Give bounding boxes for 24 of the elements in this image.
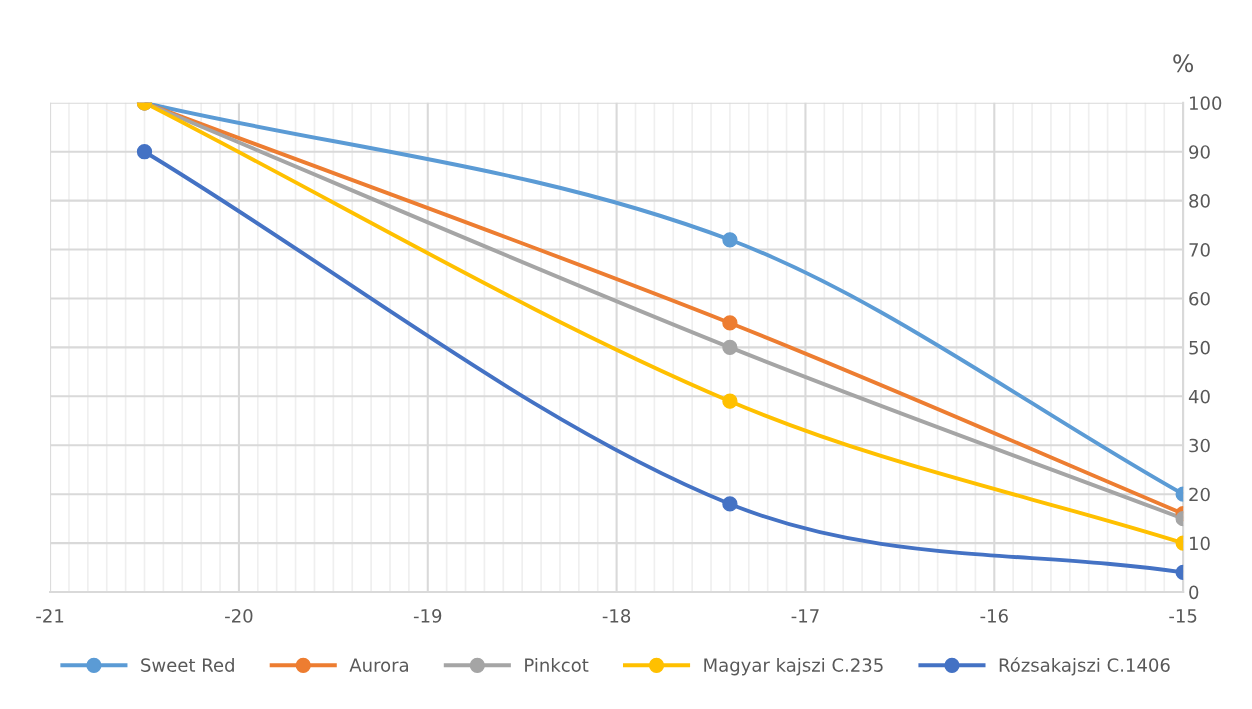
x-tick-label: -21 <box>36 609 64 623</box>
y-tick-label: 80 <box>1189 194 1210 208</box>
x-tick-label: -15 <box>1169 609 1197 623</box>
x-tick-label: -20 <box>225 609 253 623</box>
legend-label: Sweet Red <box>141 657 234 672</box>
y-tick-label: 10 <box>1189 536 1210 551</box>
legend-label: Aurora <box>349 658 408 672</box>
x-tick-label: -18 <box>602 609 631 623</box>
y-tick-label: 50 <box>1189 340 1210 355</box>
y-axis-title: % <box>1173 54 1194 73</box>
y-tick-label: 30 <box>1189 438 1210 453</box>
legend-label: Rózsakajszi C.1406 <box>999 657 1170 676</box>
y-tick-label: 70 <box>1189 243 1210 257</box>
y-tick-label: 100 <box>1189 96 1222 110</box>
legend-label: Pinkcot <box>525 657 589 672</box>
legend-label: Magyar kajszi C.235 <box>704 657 883 676</box>
x-tick-label: -16 <box>980 609 1008 623</box>
x-tick-label: -17 <box>791 609 819 623</box>
y-tick-label: 20 <box>1189 487 1210 502</box>
y-tick-label: 90 <box>1189 145 1210 159</box>
x-tick-label: -19 <box>413 609 442 623</box>
y-tick-label: 0 <box>1189 585 1199 600</box>
y-tick-label: 60 <box>1189 291 1210 306</box>
y-tick-label: 40 <box>1188 389 1210 404</box>
